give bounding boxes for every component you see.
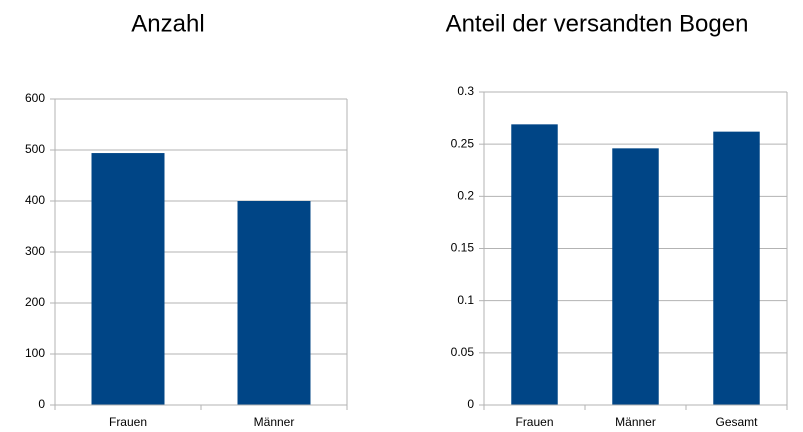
y-tick-label: 0.05 <box>451 345 475 359</box>
bar <box>511 124 558 406</box>
y-tick-label: 0.1 <box>457 293 474 307</box>
bar <box>612 148 659 405</box>
y-tick-label: 600 <box>25 91 45 105</box>
bar <box>91 153 165 405</box>
y-tick-label: 200 <box>25 295 45 309</box>
x-tick-label: Frauen <box>515 415 553 429</box>
y-tick-label: 100 <box>25 346 45 360</box>
y-tick-label: 0 <box>38 397 45 411</box>
y-tick-label: 0.3 <box>457 84 474 98</box>
x-tick-label: Frauen <box>109 415 147 429</box>
chart-title: Anzahl <box>131 10 204 37</box>
y-tick-label: 500 <box>25 142 45 156</box>
chart-title: Anteil der versandten Bogen <box>446 10 749 37</box>
y-tick-label: 400 <box>25 193 45 207</box>
x-tick-label: Männer <box>254 415 295 429</box>
x-tick-label: Gesamt <box>715 415 758 429</box>
x-tick-label: Männer <box>615 415 656 429</box>
y-tick-label: 0 <box>467 397 474 411</box>
y-tick-label: 300 <box>25 244 45 258</box>
bar <box>713 131 760 405</box>
y-tick-label: 0.25 <box>451 136 475 150</box>
y-tick-label: 0.2 <box>457 189 474 203</box>
y-tick-label: 0.15 <box>451 241 475 255</box>
bar <box>237 201 311 405</box>
